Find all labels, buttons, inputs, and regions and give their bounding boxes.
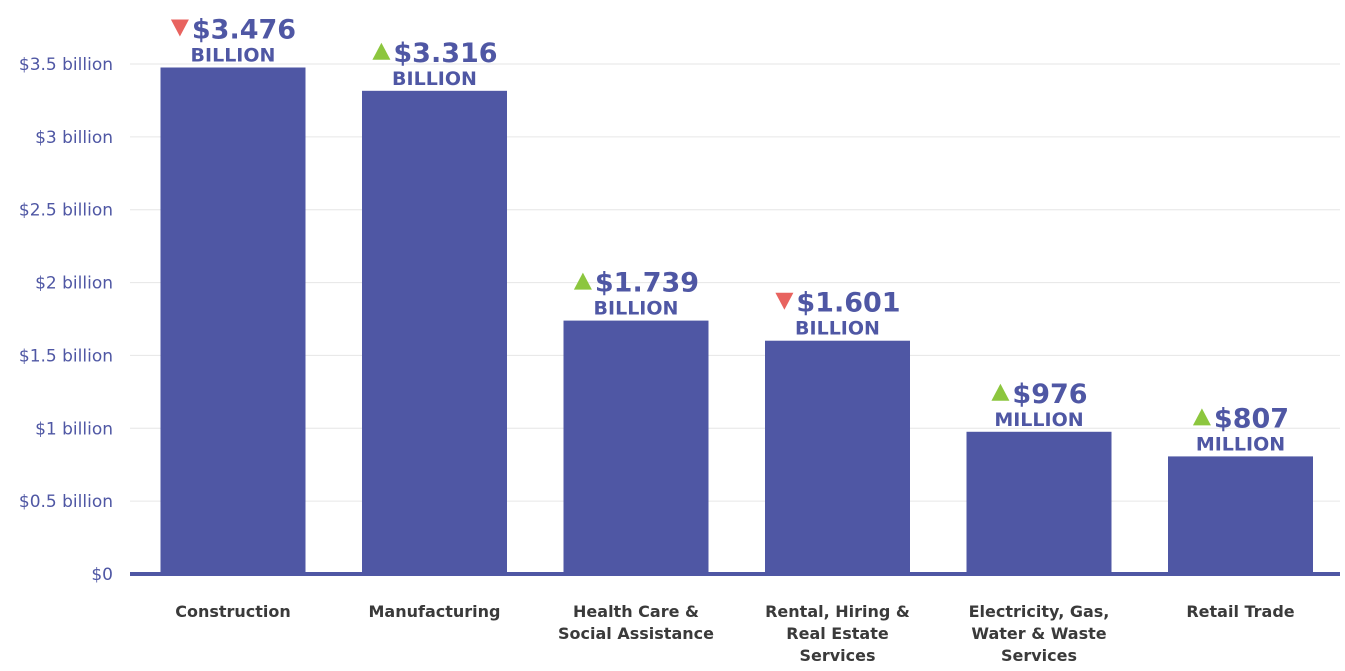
data-label-unit: BILLION [795, 318, 880, 340]
bar [1168, 456, 1313, 574]
trend-up-icon [372, 42, 391, 60]
x-tick-label: Electricity, Gas, Water & Waste Services [969, 602, 1110, 665]
bar [966, 431, 1112, 574]
bar [563, 320, 709, 574]
y-tick-label: $1 billion [35, 419, 113, 439]
x-tick-label-line: Manufacturing [369, 602, 501, 621]
data-label-unit: BILLION [191, 44, 276, 66]
x-tick-label-line: Water & Waste [971, 624, 1106, 643]
x-tick-label-line: Services [1001, 646, 1077, 665]
y-tick-label: $2.5 billion [19, 201, 113, 221]
x-axis: Construction Manufacturing Health Care & So… [175, 602, 1295, 665]
x-tick-label: Health Care & Social Assistance [558, 602, 714, 643]
data-label-unit: MILLION [994, 409, 1083, 431]
y-tick-label: $0.5 billion [19, 492, 113, 512]
data-label-unit: BILLION [594, 298, 679, 320]
data-label-value: $807 [1214, 403, 1289, 434]
data-label-value: $1.739 [595, 268, 699, 299]
x-tick-label-line: Social Assistance [558, 624, 714, 643]
x-tick-label: Manufacturing [369, 602, 501, 621]
x-tick-label: Retail Trade [1186, 602, 1294, 621]
x-tick-label-line: Electricity, Gas, [969, 602, 1110, 621]
x-tick-label-line: Construction [175, 602, 291, 621]
x-tick-label: Rental, Hiring & Real Estate Services [765, 602, 910, 665]
x-tick-label-line: Health Care & [573, 602, 699, 621]
data-label-value: $1.601 [796, 288, 900, 319]
trend-up-icon [1192, 408, 1211, 426]
data-label-unit: BILLION [392, 68, 477, 90]
gridlines [130, 63, 1340, 502]
x-tick-label-line: Rental, Hiring & [765, 602, 910, 621]
bar [362, 90, 507, 574]
x-tick-label-line: Real Estate [786, 624, 889, 643]
y-tick-label: $3 billion [35, 128, 113, 148]
bar [160, 67, 306, 575]
trend-up-icon [573, 272, 592, 290]
trend-down-icon [775, 292, 794, 310]
y-tick-label: $0 [91, 565, 113, 585]
x-tick-label-line: Retail Trade [1186, 602, 1294, 621]
bars [160, 67, 1313, 575]
x-tick-label: Construction [175, 602, 291, 621]
bar [765, 340, 910, 574]
x-tick-label-line: Services [799, 646, 875, 665]
y-tick-label: $3.5 billion [19, 55, 113, 75]
y-tick-label: $2 billion [35, 274, 113, 294]
data-label-value: $3.476 [192, 14, 296, 45]
trend-down-icon [170, 19, 189, 37]
data-label-value: $976 [1012, 379, 1087, 410]
y-axis: $0 $0.5 billion $1 billion $1.5 billion $2 b… [19, 55, 113, 585]
trend-up-icon [991, 383, 1010, 401]
data-label-value: $3.316 [393, 38, 497, 69]
data-label-unit: MILLION [1196, 433, 1285, 455]
y-tick-label: $1.5 billion [19, 346, 113, 366]
